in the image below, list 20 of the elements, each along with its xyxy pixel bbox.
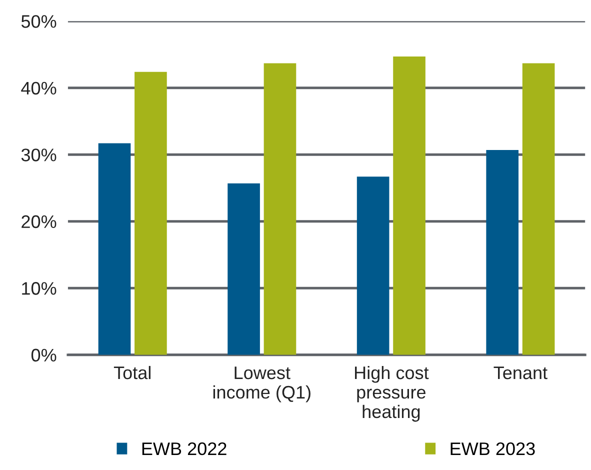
x-tick-label: Lowest income (Q1) [213, 366, 310, 402]
y-tick-label: 20% [22, 215, 56, 228]
bar [393, 56, 426, 355]
bar [98, 143, 131, 355]
bar [134, 72, 167, 355]
bar [228, 183, 260, 355]
y-tick-label: 40% [21, 82, 56, 95]
x-tick-label: Tenant [494, 366, 548, 380]
y-tick-label: 10% [22, 282, 56, 295]
x-tick-label: High cost pressure heating [355, 366, 429, 422]
y-tick-label: 0% [31, 348, 56, 362]
x-tick-label: Total [114, 366, 150, 380]
y-tick-label: 50% [21, 15, 56, 28]
bar [264, 63, 296, 355]
bar [522, 63, 555, 355]
bar [356, 176, 390, 355]
legend-label: EWB 2023 [450, 442, 535, 456]
bar [486, 150, 519, 355]
legend-label: EWB 2022 [142, 442, 226, 456]
y-tick-label: 30% [21, 148, 56, 162]
